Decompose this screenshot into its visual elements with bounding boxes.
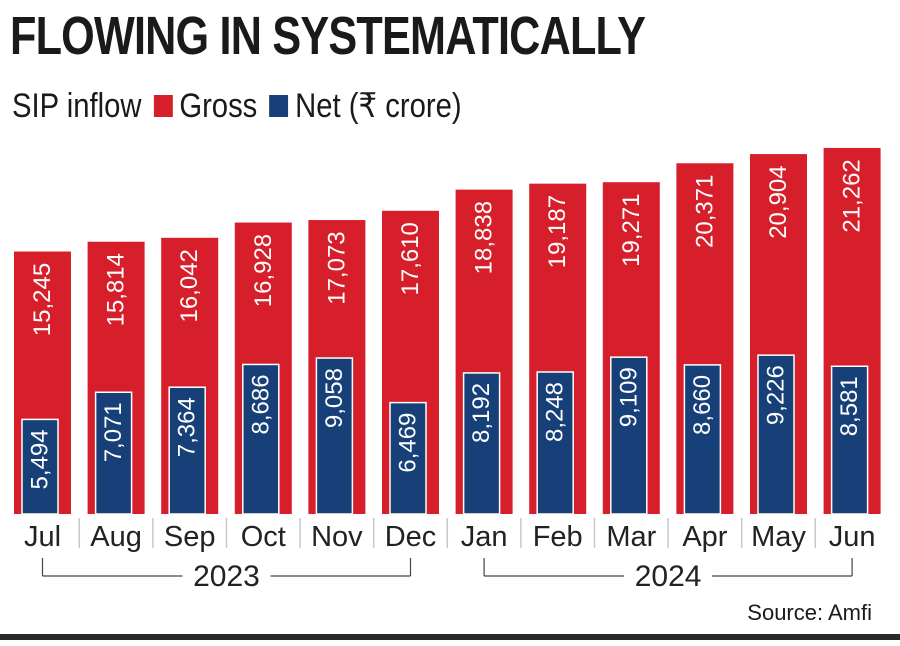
- gross-value-label: 16,042: [176, 249, 203, 322]
- net-bar: [168, 386, 206, 515]
- x-tick-label: Sep: [164, 521, 216, 553]
- legend-net-swatch: [269, 95, 289, 117]
- x-tick-label: Jul: [24, 521, 61, 553]
- net-value-label: 5,494: [27, 429, 54, 489]
- net-bar: [315, 357, 354, 515]
- net-bar: [389, 401, 427, 515]
- x-tick-label: Mar: [606, 521, 656, 553]
- gross-value-label: 16,928: [250, 234, 277, 307]
- x-tick-label: Aug: [90, 521, 142, 553]
- legend: SIP inflow Gross Net (₹ crore): [12, 84, 462, 128]
- net-value-label: 9,058: [321, 368, 348, 428]
- x-tick-label: Jun: [829, 521, 876, 553]
- net-value-label: 8,686: [247, 374, 274, 434]
- net-bar: [610, 356, 648, 515]
- gross-value-label: 20,371: [691, 175, 718, 248]
- x-tick-label: Feb: [533, 521, 583, 553]
- gross-value-label: 17,610: [397, 222, 424, 295]
- x-tick-label: Nov: [311, 521, 363, 553]
- net-bar: [757, 354, 795, 515]
- net-bar: [94, 391, 133, 515]
- net-value-label: 8,660: [689, 375, 716, 435]
- net-value-label: 6,469: [395, 413, 422, 473]
- legend-gross-label: Gross: [179, 87, 258, 125]
- gross-value-label: 20,904: [765, 165, 792, 238]
- x-tick-label: Apr: [682, 521, 727, 553]
- year-label: 2024: [635, 560, 702, 593]
- x-tick-label: May: [751, 521, 806, 553]
- net-bar: [683, 364, 722, 515]
- gross-value-label: 15,814: [103, 253, 130, 326]
- gross-value-label: 15,245: [29, 263, 56, 336]
- x-tick-label: Oct: [241, 521, 286, 553]
- x-tick-label: Jan: [461, 521, 508, 553]
- net-value-label: 8,192: [468, 383, 495, 443]
- chart-title: FLOWING IN SYSTEMATICALLY: [10, 6, 646, 66]
- gross-value-label: 17,073: [323, 231, 350, 304]
- net-value-label: 8,581: [836, 376, 863, 436]
- legend-gross-swatch: [153, 95, 173, 117]
- net-value-label: 7,071: [100, 402, 127, 462]
- net-bar: [536, 371, 574, 515]
- net-bar: [830, 365, 869, 515]
- net-bar: [242, 363, 280, 515]
- gross-value-label: 18,838: [471, 201, 498, 274]
- net-value-label: 9,226: [763, 365, 790, 425]
- gross-value-label: 19,271: [618, 194, 645, 267]
- legend-prefix: SIP inflow: [12, 87, 142, 125]
- gross-value-label: 19,187: [544, 195, 571, 268]
- net-bar: [462, 372, 501, 515]
- year-label: 2023: [193, 560, 260, 593]
- bottom-rule: [0, 634, 900, 640]
- net-value-label: 7,364: [174, 397, 201, 457]
- net-bar: [21, 418, 59, 515]
- net-value-label: 9,109: [615, 367, 642, 427]
- source-note: Source: Amfi: [747, 600, 872, 625]
- legend-net-label: Net (₹ crore): [295, 87, 462, 125]
- x-tick-label: Dec: [385, 521, 437, 553]
- net-value-label: 8,248: [542, 382, 569, 442]
- gross-value-label: 21,262: [839, 159, 866, 232]
